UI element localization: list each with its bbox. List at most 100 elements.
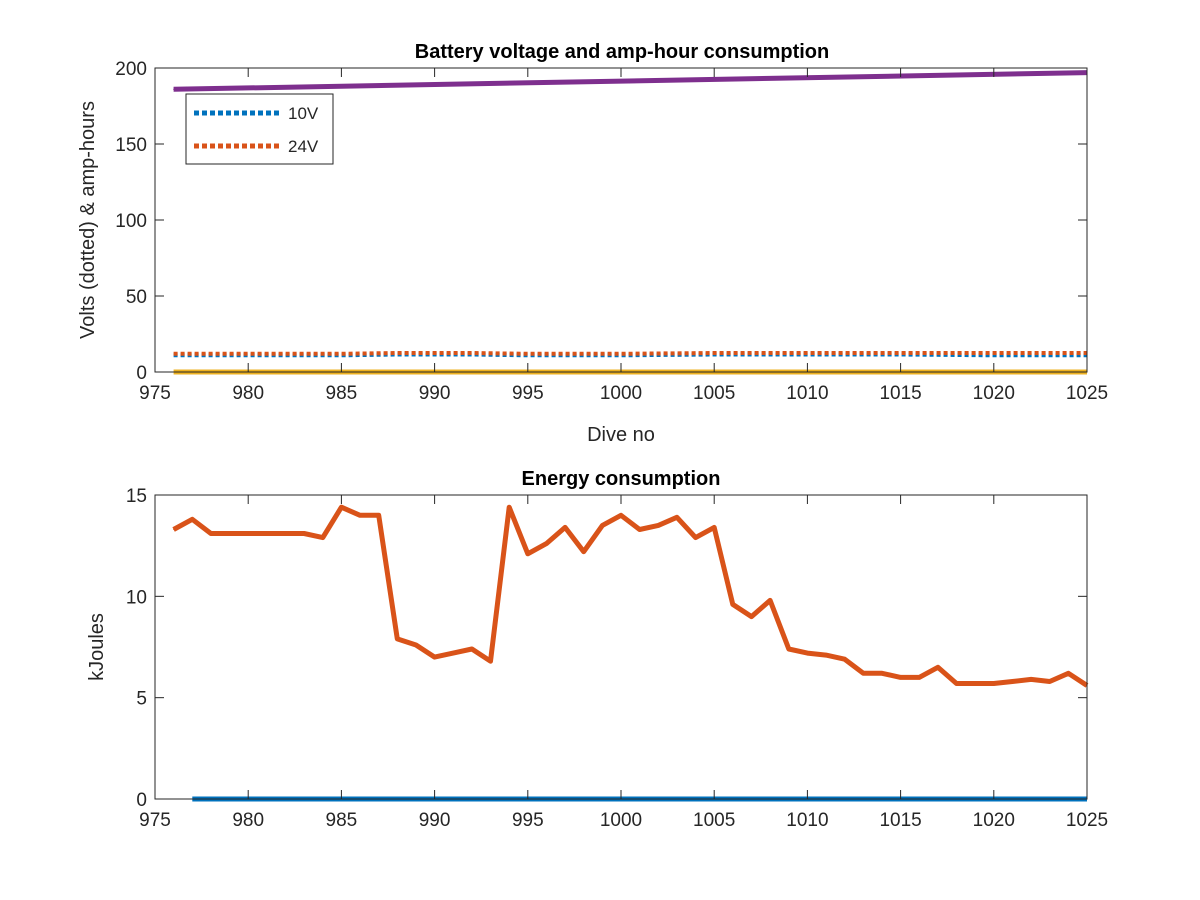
series-0-point: [620, 514, 622, 516]
series-0-point: [862, 672, 864, 674]
x-tick-label: 1005: [693, 383, 735, 404]
series-0-point: [769, 599, 771, 601]
series-0-point: [527, 553, 529, 555]
x-tick-label: 1000: [600, 810, 642, 831]
series-0-point: [173, 528, 175, 530]
series-0-point: [1049, 680, 1051, 682]
series-0-point: [564, 526, 566, 528]
legend-label-10v: 10V: [288, 104, 319, 123]
x-tick-label: 985: [326, 383, 358, 404]
chart-title: Energy consumption: [522, 468, 721, 490]
x-tick-label: 995: [512, 383, 544, 404]
series-0-point: [490, 660, 492, 662]
y-axis-label: Volts (dotted) & amp-hours: [77, 101, 99, 339]
x-axis-label: Dive no: [587, 424, 655, 446]
series-0-point: [937, 666, 939, 668]
series-0-point: [900, 676, 902, 678]
x-tick-label: 990: [419, 383, 451, 404]
series-0-point: [732, 603, 734, 605]
series-0-point: [229, 533, 231, 535]
series-0-point: [639, 528, 641, 530]
series-0-point: [452, 652, 454, 654]
series-0-point: [266, 533, 268, 535]
x-tick-label: 990: [419, 810, 451, 831]
x-tick-label: 985: [326, 810, 358, 831]
series-0-point: [378, 514, 380, 516]
x-tick-label: 1015: [879, 383, 921, 404]
series-0-point: [750, 616, 752, 618]
y-tick-label: 0: [136, 363, 147, 384]
series-0-point: [284, 533, 286, 535]
y-tick-label: 100: [115, 211, 147, 232]
x-tick-label: 1010: [786, 383, 828, 404]
y-tick-label: 50: [126, 287, 147, 308]
x-tick-label: 980: [232, 810, 264, 831]
series-0-point: [415, 644, 417, 646]
series-0-point: [508, 506, 510, 508]
series-0-point: [806, 652, 808, 654]
series-0-point: [471, 648, 473, 650]
energy-chart: Energy consumption 975 980 985 990 995 1000 10…: [86, 468, 1108, 831]
series-0-point: [1030, 678, 1032, 680]
legend-label-24v: 24V: [288, 137, 319, 156]
x-tick-label: 975: [139, 810, 171, 831]
series-0-point: [396, 638, 398, 640]
series-0-point: [657, 524, 659, 526]
y-tick-label: 150: [115, 135, 147, 156]
x-tick-label: 1020: [973, 383, 1015, 404]
series-0-point: [844, 658, 846, 660]
series-0-point: [695, 537, 697, 539]
x-tick-label: 1020: [973, 810, 1015, 831]
series-0-point: [322, 537, 324, 539]
series-0-point: [545, 543, 547, 545]
series-0-point: [676, 516, 678, 518]
series-0-point: [303, 533, 305, 535]
x-tick-label: 1005: [693, 810, 735, 831]
series-0-point: [210, 533, 212, 535]
legend: 10V 24V: [185, 93, 334, 165]
y-tick-label: 200: [115, 59, 147, 80]
series-0-point: [359, 514, 361, 516]
x-tick-label: 1025: [1066, 383, 1108, 404]
series-0-point: [713, 526, 715, 528]
y-tick-label: 10: [126, 587, 147, 608]
axes-box: [154, 494, 1088, 800]
series-0-point: [788, 648, 790, 650]
series-0-point: [956, 682, 958, 684]
series-0-point: [974, 682, 976, 684]
x-tick-label: 975: [139, 383, 171, 404]
series-0-point: [434, 656, 436, 658]
series-line-0: [172, 504, 1089, 688]
energy-chart-ticks: 975 980 985 990 995 1000 1005 1010 1015 1020 10250…: [126, 486, 1108, 831]
y-tick-label: 15: [126, 486, 147, 507]
chart-title: Battery voltage and amp-hour consumption: [415, 41, 829, 63]
x-tick-label: 995: [512, 810, 544, 831]
y-axis-label: kJoules: [86, 613, 108, 681]
series-0-point: [918, 676, 920, 678]
series-0-point: [825, 654, 827, 656]
x-tick-label: 980: [232, 383, 264, 404]
series-0-point: [340, 506, 342, 508]
energy-chart-marks: [172, 504, 1089, 802]
series-0-point: [1067, 672, 1069, 674]
series-line-2: [173, 70, 1088, 92]
y-tick-label: 0: [136, 790, 147, 811]
series-0-point: [601, 524, 603, 526]
y-tick-label: 5: [136, 689, 147, 710]
x-tick-label: 1000: [600, 383, 642, 404]
x-tick-label: 1025: [1066, 810, 1108, 831]
legend-box: [185, 93, 334, 165]
series-0-point: [583, 551, 585, 553]
series-0-point: [993, 682, 995, 684]
series-2-point: [173, 88, 175, 90]
voltage-chart: Battery voltage and amp-hour consumption…: [77, 41, 1108, 446]
x-tick-label: 1015: [879, 810, 921, 831]
series-0-point: [1011, 680, 1013, 682]
series-0-point: [191, 518, 193, 520]
series-line-1: [173, 351, 1087, 356]
series-0-point: [247, 533, 249, 535]
x-tick-label: 1010: [786, 810, 828, 831]
voltage-chart-ticks: 975 980 985 990 995 1000 1005 1010 1015 1020 1025 0…: [115, 59, 1108, 404]
series-0-point: [881, 672, 883, 674]
